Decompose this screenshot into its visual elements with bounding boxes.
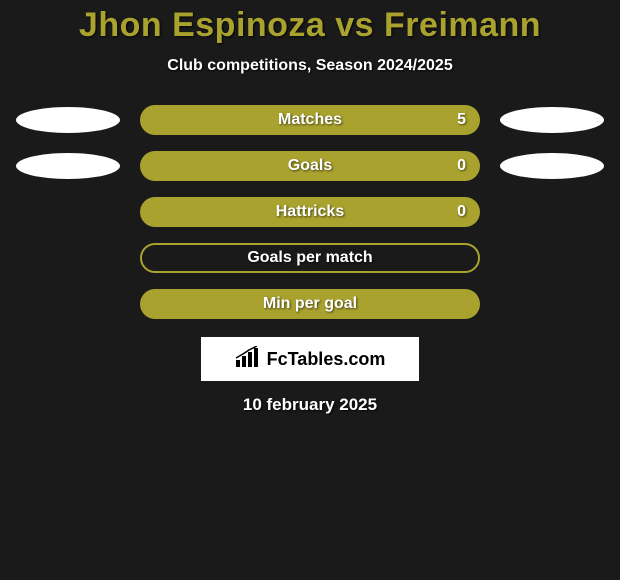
stat-row: Goals per match: [0, 243, 620, 273]
stat-row: Min per goal: [0, 289, 620, 319]
stat-row: Hattricks 0: [0, 197, 620, 227]
stat-label: Goals: [288, 157, 332, 175]
stat-value: 0: [457, 157, 466, 175]
chart-icon: [235, 346, 261, 373]
stat-label: Goals per match: [247, 249, 372, 267]
stat-label: Min per goal: [263, 295, 357, 313]
stat-bar: Matches 5: [140, 105, 480, 135]
player-left-ellipse: [16, 107, 120, 133]
stat-bar: Min per goal: [140, 289, 480, 319]
page-subtitle: Club competitions, Season 2024/2025: [0, 57, 620, 75]
page-title: Jhon Espinoza vs Freimann: [0, 6, 620, 45]
stat-label: Hattricks: [276, 203, 344, 221]
stat-value: 5: [457, 111, 466, 129]
comparison-card: Jhon Espinoza vs Freimann Club competiti…: [0, 0, 620, 415]
stat-bar: Goals 0: [140, 151, 480, 181]
branding-text: FcTables.com: [267, 349, 386, 370]
stat-value: 0: [457, 203, 466, 221]
player-right-ellipse: [500, 153, 604, 179]
stats-table: Matches 5 Goals 0 Hattricks 0 Goals per match M…: [0, 105, 620, 319]
stat-row: Matches 5: [0, 105, 620, 135]
player-right-ellipse: [500, 107, 604, 133]
branding-box: FcTables.com: [201, 337, 419, 381]
stat-label: Matches: [278, 111, 342, 129]
stat-bar: Goals per match: [140, 243, 480, 273]
stat-bar: Hattricks 0: [140, 197, 480, 227]
date-label: 10 february 2025: [0, 395, 620, 415]
stat-row: Goals 0: [0, 151, 620, 181]
player-left-ellipse: [16, 153, 120, 179]
